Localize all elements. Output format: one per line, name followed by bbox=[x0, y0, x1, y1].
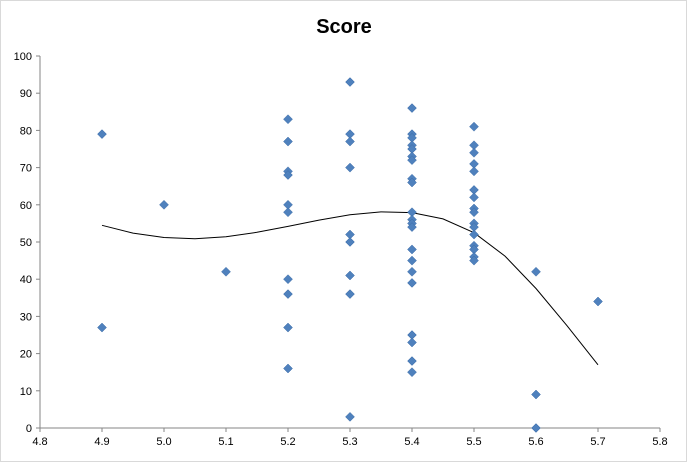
x-axis: 4.8 4.9 5.0 5.1 5.2 5.3 5.4 5.5 5.6 5.7 5.8 bbox=[32, 428, 668, 448]
x-tick-label: 4.8 bbox=[32, 436, 47, 448]
data-point bbox=[407, 244, 417, 255]
data-point bbox=[97, 322, 107, 333]
data-point bbox=[345, 136, 355, 147]
data-point bbox=[407, 278, 417, 288]
data-point bbox=[97, 129, 107, 139]
data-point bbox=[345, 162, 355, 173]
data-point bbox=[283, 289, 293, 299]
y-tick-label: 50 bbox=[20, 237, 32, 249]
data-point bbox=[345, 237, 355, 247]
y-tick-label: 20 bbox=[20, 349, 32, 361]
data-point bbox=[283, 207, 293, 218]
data-point bbox=[531, 389, 541, 400]
x-tick-label: 5.4 bbox=[404, 436, 419, 448]
data-point bbox=[283, 136, 293, 147]
data-point bbox=[407, 356, 417, 366]
x-tick-label: 5.1 bbox=[218, 436, 233, 448]
data-point bbox=[531, 423, 541, 433]
data-point bbox=[531, 266, 541, 277]
data-point bbox=[345, 77, 355, 87]
data-point bbox=[407, 367, 417, 378]
data-point bbox=[345, 289, 355, 299]
x-tick-label: 5.0 bbox=[156, 436, 171, 448]
data-point bbox=[407, 155, 417, 166]
y-tick-label: 90 bbox=[20, 88, 32, 100]
data-point bbox=[469, 229, 479, 240]
x-tick-label: 5.7 bbox=[590, 436, 605, 448]
trendline bbox=[101, 211, 599, 366]
data-point bbox=[283, 322, 293, 333]
data-points bbox=[97, 77, 603, 433]
x-tick-label: 5.5 bbox=[466, 436, 481, 448]
y-tick-label: 60 bbox=[20, 200, 32, 212]
data-point bbox=[345, 270, 355, 281]
data-point bbox=[283, 170, 293, 180]
x-tick-label: 5.6 bbox=[528, 436, 543, 448]
data-point bbox=[407, 177, 417, 188]
data-point bbox=[407, 337, 417, 348]
x-tick-label: 5.3 bbox=[342, 436, 357, 448]
x-tick-label: 5.2 bbox=[280, 436, 295, 448]
y-tick-label: 0 bbox=[26, 423, 32, 435]
data-point bbox=[283, 274, 293, 285]
y-tick-label: 30 bbox=[20, 311, 32, 323]
data-point bbox=[469, 255, 479, 266]
data-point bbox=[469, 121, 479, 132]
data-point bbox=[221, 266, 231, 277]
data-point bbox=[345, 411, 355, 422]
data-point bbox=[469, 192, 479, 203]
data-point bbox=[407, 255, 417, 266]
chart-title: Score bbox=[316, 16, 372, 38]
data-point bbox=[283, 363, 293, 374]
y-tick-label: 10 bbox=[20, 386, 32, 398]
data-point bbox=[407, 222, 417, 232]
x-tick-label: 5.8 bbox=[652, 436, 667, 448]
data-point bbox=[469, 166, 479, 177]
data-point bbox=[469, 207, 479, 218]
data-point bbox=[407, 266, 417, 277]
data-point bbox=[469, 147, 479, 158]
y-tick-label: 80 bbox=[20, 125, 32, 137]
y-axis: 0 10 20 30 40 50 60 70 80 90 100 bbox=[14, 51, 40, 435]
data-point bbox=[159, 199, 169, 210]
data-point bbox=[407, 103, 417, 113]
data-point bbox=[593, 296, 603, 307]
data-point bbox=[283, 114, 293, 125]
y-tick-label: 100 bbox=[14, 51, 32, 63]
x-tick-label: 4.9 bbox=[94, 436, 109, 448]
y-tick-label: 70 bbox=[20, 163, 32, 175]
y-tick-label: 40 bbox=[20, 274, 32, 286]
